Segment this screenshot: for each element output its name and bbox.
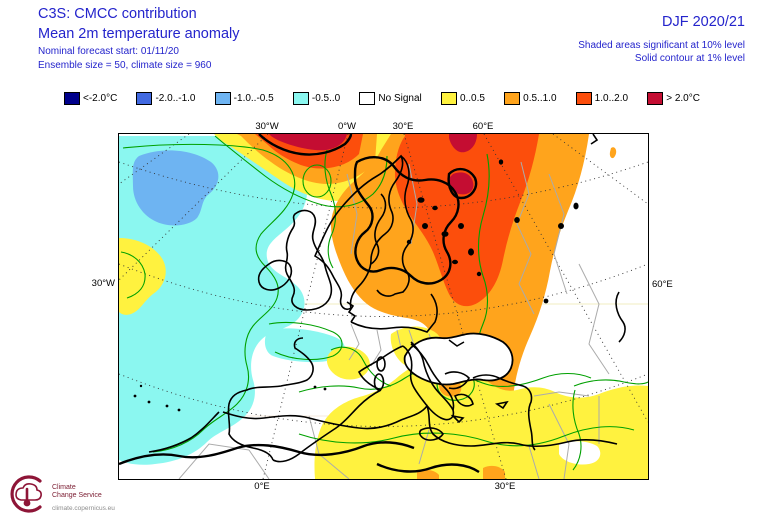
legend-swatch <box>64 91 80 105</box>
legend-label: 0..0.5 <box>459 92 485 104</box>
legend-swatch <box>136 91 153 105</box>
legend-item: <-2.0°C <box>64 91 118 105</box>
ensemble-size-text: Ensemble size = 50, climate size = 960 <box>38 60 212 71</box>
logo-text-line2: Change Service <box>52 492 102 499</box>
forecast-start-text: Nominal forecast start: 01/11/20 <box>38 46 179 57</box>
lon-label-top-30w: 30°W <box>255 121 279 132</box>
legend-label: 1.0..2.0 <box>594 92 629 104</box>
legend-swatch <box>440 91 457 105</box>
legend-swatch <box>292 91 309 105</box>
lon-label-bottom-30e: 30°E <box>494 481 516 492</box>
europe-anomaly-map <box>118 133 649 480</box>
legend-swatch <box>359 91 376 105</box>
logo-url-text: climate.copernicus.eu <box>52 505 115 512</box>
legend-label: -1.0..-0.5 <box>233 92 274 104</box>
lon-label-left-30w: 30°W <box>91 278 115 289</box>
legend-label: 0.5..1.0 <box>523 92 557 104</box>
legend-item: 1.0..2.0 <box>575 91 629 105</box>
legend-swatch <box>504 91 521 105</box>
page-title: C3S: CMCC contribution <box>38 6 197 22</box>
legend-swatch <box>575 91 592 105</box>
copernicus-c3s-logo: Climate Change Service climate.copernicu… <box>6 471 176 517</box>
legend-label: No Signal <box>378 92 422 104</box>
legend-item: -0.5..0 <box>292 91 341 105</box>
legend-swatch <box>214 91 231 105</box>
significance-note-1: Shaded areas significant at 10% level <box>578 40 745 51</box>
legend-item: No Signal <box>359 91 422 105</box>
legend-label: -0.5..0 <box>311 92 341 104</box>
lon-label-top-30e: 30°E <box>392 121 414 132</box>
legend-item: 0..0.5 <box>440 91 485 105</box>
anomaly-map-canvas <box>118 133 649 480</box>
legend-swatch <box>647 91 664 105</box>
lon-label-top-60e: 60°E <box>472 121 494 132</box>
significance-note-2: Solid contour at 1% level <box>634 53 745 64</box>
legend-item: -2.0..-1.0 <box>136 91 196 105</box>
lon-label-bottom-0e: 0°E <box>254 481 270 492</box>
legend-item: 0.5..1.0 <box>504 91 557 105</box>
legend-label: -2.0..-1.0 <box>155 92 196 104</box>
lon-label-top-0w: 0°W <box>337 121 357 132</box>
logo-text-line1: Climate <box>52 484 76 491</box>
page-subtitle: Mean 2m temperature anomaly <box>38 26 240 42</box>
legend-label: > 2.0°C <box>666 92 700 104</box>
c3s-logo-icon <box>10 475 42 513</box>
legend-item: -1.0..-0.5 <box>214 91 274 105</box>
season-label: DJF 2020/21 <box>661 14 745 30</box>
color-legend: <-2.0°C -2.0..-1.0 -1.0..-0.5 -0.5..0 No… <box>64 90 700 106</box>
legend-item: > 2.0°C <box>647 91 700 105</box>
legend-label: <-2.0°C <box>83 92 118 104</box>
lon-label-right-60e: 60°E <box>652 279 673 290</box>
